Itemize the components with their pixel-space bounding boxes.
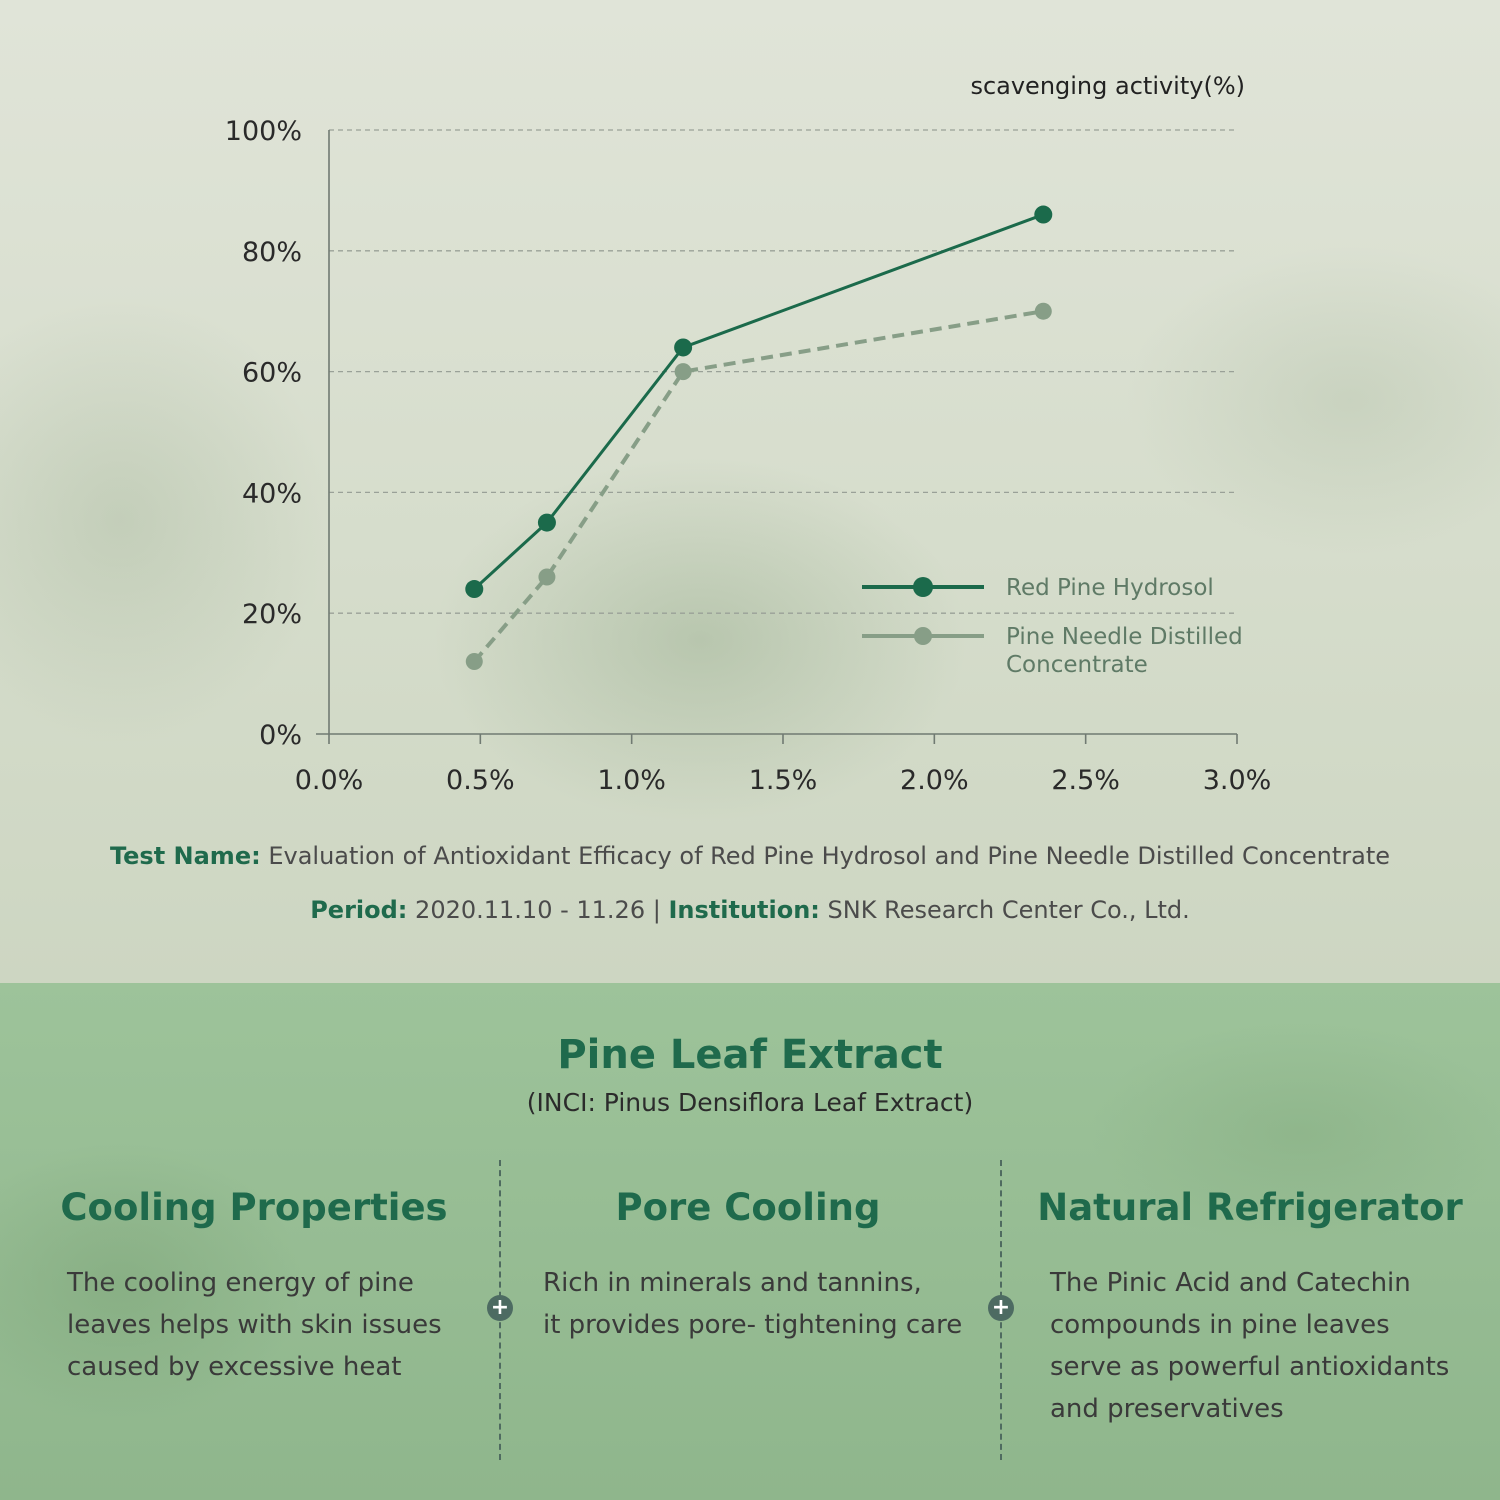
feature-title-pore-cooling: Pore Cooling — [615, 1186, 881, 1229]
data-point — [674, 363, 692, 381]
data-point — [538, 568, 556, 586]
data-point — [465, 653, 483, 671]
data-point — [465, 580, 484, 599]
x-tick-label: 1.5% — [749, 765, 818, 796]
feature-line: serve as powerful antioxidants — [1050, 1352, 1450, 1382]
period-institution-caption: Period: 2020.11.10 - 11.26 | Institution… — [0, 896, 1500, 924]
data-point — [537, 513, 556, 532]
data-point — [1034, 302, 1052, 320]
caption-separator: | — [652, 896, 661, 924]
feature-line: it provides pore- tightening care — [543, 1310, 963, 1340]
y-tick-label: 60% — [242, 358, 302, 389]
x-tick-label: 3.0% — [1203, 765, 1272, 796]
y-tick-label: 80% — [242, 237, 302, 268]
legend-swatch-marker — [914, 627, 932, 645]
feature-title-natural-refrigerator: Natural Refrigerator — [1037, 1186, 1463, 1229]
feature-body-pore-cooling: Rich in minerals and tannins, it provide… — [543, 1262, 962, 1346]
legend-label-line: Pine Needle Distilled — [1006, 624, 1243, 650]
x-tick-label: 2.5% — [1051, 765, 1120, 796]
feature-body-cooling-properties: The cooling energy of pine leaves helps … — [67, 1262, 442, 1388]
series-line — [472, 309, 1044, 663]
test-name-label: Test Name: — [109, 842, 261, 870]
chart-background-panel — [0, 0, 1500, 983]
test-name-caption: Test Name: Evaluation of Antioxidant Eff… — [0, 842, 1500, 870]
plus-icon: + — [988, 1295, 1014, 1321]
antioxidant-line-chart: scavenging activity(%) 0% 20% 40% 60% 80% 100… — [225, 72, 1272, 796]
y-tick-label: 100% — [225, 116, 302, 147]
x-tick-label: 1.0% — [597, 765, 666, 796]
legend-label: Red Pine Hydrosol — [1006, 575, 1214, 601]
institution-value: SNK Research Center Co., Ltd. — [827, 896, 1190, 924]
period-value: 2020.11.10 - 11.26 — [415, 896, 646, 924]
x-tick-label: 2.0% — [900, 765, 969, 796]
feature-line: Rich in minerals and tannins, — [543, 1268, 922, 1298]
y-tick-label: 0% — [259, 720, 302, 751]
feature-title-cooling-properties: Cooling Properties — [60, 1186, 448, 1229]
feature-line: compounds in pine leaves — [1050, 1310, 1390, 1340]
feature-line: The cooling energy of pine — [67, 1268, 414, 1298]
y-axis-label: scavenging activity(%) — [970, 72, 1245, 100]
feature-body-natural-refrigerator: The Pinic Acid and Catechin compounds in… — [1050, 1262, 1449, 1430]
extract-title: Pine Leaf Extract — [557, 1032, 943, 1078]
data-point — [1034, 205, 1053, 224]
institution-label: Institution: — [668, 896, 820, 924]
extract-background-panel — [0, 983, 1500, 1500]
feature-line: and preservatives — [1050, 1394, 1284, 1424]
legend-label-line: Concentrate — [1006, 652, 1148, 678]
period-label: Period: — [310, 896, 408, 924]
plus-icon: + — [487, 1295, 513, 1321]
x-tick-label: 0.5% — [446, 765, 515, 796]
legend-label: Pine Needle Distilled Concentrate — [1006, 624, 1243, 678]
y-tick-label: 20% — [242, 599, 302, 630]
feature-line: The Pinic Acid and Catechin — [1050, 1268, 1411, 1298]
series-line — [473, 213, 1044, 591]
extract-inci: (INCI: Pinus Densiflora Leaf Extract) — [526, 1088, 974, 1117]
feature-line: leaves helps with skin issues — [67, 1310, 442, 1340]
y-tick-label: 40% — [242, 478, 302, 509]
test-name-value: Evaluation of Antioxidant Efficacy of Re… — [268, 842, 1391, 870]
legend-swatch-marker — [913, 577, 933, 597]
data-point — [674, 338, 693, 357]
feature-line: caused by excessive heat — [67, 1352, 402, 1382]
x-tick-label: 0.0% — [295, 765, 364, 796]
